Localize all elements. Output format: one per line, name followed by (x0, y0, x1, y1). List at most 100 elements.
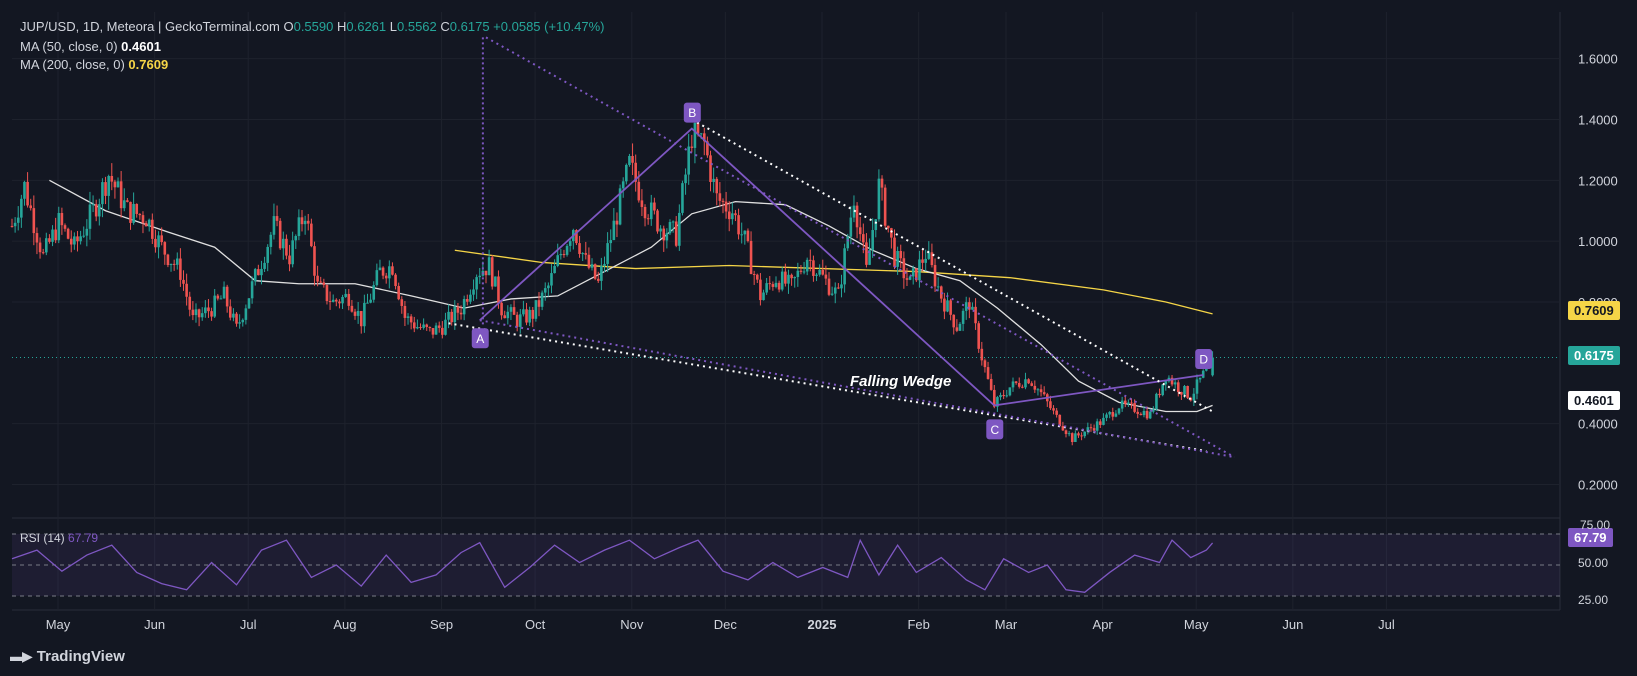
candle-body (1111, 411, 1115, 417)
candle (503, 310, 507, 319)
candle (472, 279, 475, 301)
candle-body (328, 301, 332, 303)
candle-body (865, 242, 868, 265)
candle (659, 225, 662, 239)
candle-body (366, 302, 369, 304)
candle (41, 248, 45, 255)
candle-body (278, 220, 282, 249)
candle (715, 176, 719, 206)
candle-body (743, 230, 747, 235)
candle-body (840, 284, 843, 289)
candle (1108, 411, 1111, 419)
candle (609, 229, 613, 252)
open-label: O (283, 19, 294, 34)
candle (780, 266, 784, 292)
ma200-legend[interactable]: MA (200, close, 0) 0.7609 (20, 57, 168, 72)
candle (409, 314, 413, 330)
candle-body (310, 223, 313, 247)
candle (1127, 399, 1130, 408)
candle-body (400, 299, 404, 306)
candle (921, 249, 924, 272)
candle-body (163, 242, 167, 255)
candle (232, 308, 235, 322)
price-tick-label: 0.2000 (1578, 478, 1618, 493)
candle (1033, 380, 1037, 393)
candle (1027, 378, 1030, 385)
candle (63, 223, 67, 232)
candle (69, 230, 73, 253)
candle-body (1042, 392, 1046, 395)
candle-body (534, 300, 538, 319)
candle (596, 271, 600, 283)
candle-body (465, 299, 469, 302)
rsi-legend[interactable]: RSI (14) 67.79 (20, 531, 98, 545)
time-tick-label: Mar (995, 617, 1018, 632)
candle (634, 154, 637, 192)
candle-body (565, 245, 569, 255)
candle-body (110, 175, 114, 182)
candle (628, 153, 631, 167)
candle-body (1067, 433, 1071, 435)
candle-body (774, 282, 778, 287)
candle-body (412, 322, 416, 329)
candle-body (996, 397, 999, 407)
candle (933, 258, 937, 292)
candle-body (141, 215, 145, 223)
candle-body (762, 292, 765, 301)
candle (13, 217, 17, 233)
candle-body (540, 292, 544, 307)
candle-body (41, 252, 45, 254)
candle (768, 276, 772, 290)
candle-body (132, 203, 135, 223)
ohlc-legend: JUP/USD, 1D, Meteora | GeckoTerminal.com… (20, 19, 604, 34)
change-value: +0.0585 (+10.47%) (493, 19, 605, 34)
candle (306, 213, 310, 231)
tradingview-brand[interactable]: ▬▶ TradingView (10, 648, 125, 665)
candle-body (780, 271, 784, 290)
candle-body (631, 156, 634, 163)
candle-body (1198, 377, 1202, 380)
candle (1021, 384, 1024, 389)
time-tick-label: 2025 (808, 617, 837, 632)
candle-body (992, 389, 996, 407)
candle-body (1145, 410, 1149, 419)
candle-body (1011, 381, 1015, 388)
candle (104, 176, 107, 205)
candle (179, 248, 182, 287)
candle-body (456, 306, 460, 313)
time-axis[interactable]: May Jun Jul Aug Sep Oct Nov Dec 2025 Feb Mar Apr May… (46, 617, 1395, 632)
ma50-legend[interactable]: MA (50, close, 0) 0.4601 (20, 39, 161, 54)
candle-body (497, 276, 500, 303)
candle (593, 263, 597, 281)
candle (32, 195, 36, 246)
candle-body (447, 311, 450, 320)
candle-body (441, 327, 444, 335)
candle (1155, 392, 1158, 411)
candle (1005, 389, 1009, 398)
candle (144, 220, 148, 227)
candle (169, 263, 173, 272)
candle-body (1061, 426, 1065, 431)
candle (182, 270, 185, 291)
candle-body (927, 252, 931, 259)
ma50-label: MA (50, close, 0) (20, 39, 118, 54)
candle-body (1148, 411, 1152, 419)
candle (48, 234, 51, 244)
candle (38, 237, 42, 259)
candle (428, 326, 432, 332)
candle-body (522, 309, 525, 315)
candle-body (372, 285, 376, 300)
candle (160, 227, 163, 246)
candle-body (615, 220, 619, 225)
ma50-value: 0.4601 (121, 39, 161, 54)
candle (506, 305, 510, 325)
candle-body (911, 268, 915, 277)
candle-body (656, 210, 659, 232)
candle-body (285, 238, 288, 256)
candle (219, 295, 223, 300)
candle (818, 264, 821, 277)
candle-body (241, 319, 245, 323)
candle-body (1033, 385, 1037, 390)
candle-body (905, 278, 909, 280)
